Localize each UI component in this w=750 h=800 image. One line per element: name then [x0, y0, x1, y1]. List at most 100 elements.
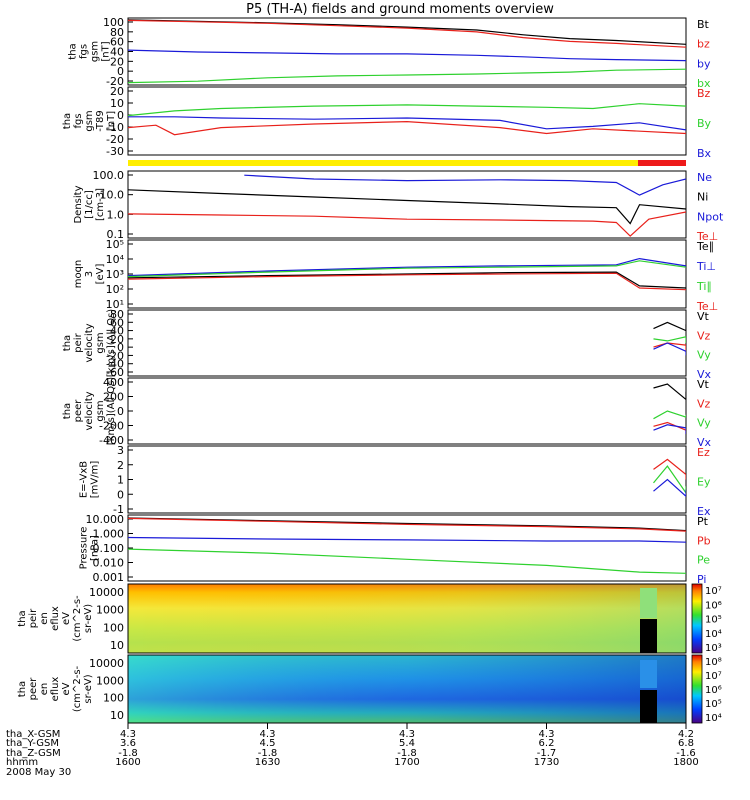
fgs_mag-ytick-label: 0	[117, 65, 124, 78]
fgs_mag-ytick-label: 80	[110, 26, 124, 39]
x-axis-value: 4.3	[120, 729, 136, 740]
fgs_gse-legend-1: By	[697, 117, 712, 130]
peir_velocity-ytick-label: -40	[106, 358, 124, 371]
peir_velocity-ylabel: thapeirvelocitygsm[km/s](All Qs)	[62, 309, 117, 377]
pressure-ytick-label: 0.100	[93, 542, 125, 555]
fgs_mag-ytick-label: 20	[110, 55, 124, 68]
efield-ytick-label: 2	[117, 459, 124, 472]
fgs_gse-ytick-label: 0	[117, 109, 124, 122]
peir_velocity-series-1	[653, 342, 686, 352]
fgs_mag-series-1	[128, 19, 686, 48]
peer_spec-colorbar-label: 10⁵	[705, 699, 722, 710]
pressure-ytick-label: 0.010	[93, 557, 125, 570]
panel-efield: 3 2 10 -1 E=-VxB[mV/m] Ez Ey Ex	[79, 444, 711, 518]
x-axis-value: 4.5	[260, 738, 276, 749]
x-axis-value: 4.2	[678, 729, 694, 740]
fgs_mag-legend-0: Bt	[697, 18, 710, 31]
peer_velocity-legend-2: Vy	[697, 417, 711, 430]
temperature-series-2	[128, 260, 686, 278]
density-series-1	[128, 189, 686, 225]
peir-spectrogram-frame	[127, 583, 687, 654]
fgs_mag-ytick-label: 40	[110, 46, 124, 59]
peir_spec-colorbar-label: 10⁴	[705, 629, 722, 640]
peer_spec-ylabel: thapeerenefluxeV(cm^2-s-sr-eV)	[17, 665, 94, 712]
density-series-0	[244, 174, 686, 196]
fgs_mag-ytick-label: 100	[103, 16, 124, 29]
fgs_gse-series-2	[128, 116, 686, 131]
efield-series-1	[653, 465, 686, 494]
x-axis-row-label: 2008 May 30	[6, 767, 71, 778]
peer_velocity-ytick-label: 400	[103, 376, 124, 389]
peer-data-gap	[640, 690, 657, 723]
temperature-ytick-label: 10⁴	[106, 253, 125, 266]
panel-peir-spectrogram: 10000 1000 100 10 thapeirenefluxeV(cm^2-s-sr…	[17, 583, 722, 654]
x-axis-value: 6.8	[678, 738, 694, 749]
x-axis-value: 1700	[394, 757, 419, 768]
peer_velocity-ytick-label: -200	[99, 420, 124, 433]
density-ylabel: Density[1/cc][cm-3]	[73, 185, 106, 223]
peir_velocity-series-0	[653, 321, 686, 332]
efield-ytick-label: 1	[117, 474, 124, 487]
peir_velocity-legend-1: Vz	[697, 329, 711, 342]
fgs_gse-ytick-label: 20	[110, 85, 124, 98]
peer_spec-ytick-label: 1000	[96, 674, 124, 687]
temperature-ylabel: moqn3[eV]	[73, 260, 106, 289]
peir_spec-ytick-label: 10	[110, 639, 124, 652]
temperature-series-3	[128, 272, 686, 291]
peir_velocity-ytick-label: -20	[106, 349, 124, 362]
x-axis-row-label: hhmm	[6, 757, 38, 768]
peer_spec-ytick-label: 10000	[89, 657, 124, 670]
efield-legend-1: Ey	[697, 476, 711, 489]
x-axis-value: 1730	[534, 757, 559, 768]
x-axis-value: 1800	[673, 757, 698, 768]
peir-colorbar	[691, 583, 703, 654]
x-axis-value: -1.7	[537, 748, 557, 759]
peer-burst-column	[640, 660, 657, 688]
x-axis-value: 1630	[255, 757, 280, 768]
pressure-series-2	[128, 548, 686, 574]
peir_velocity-legend-0: Vt	[697, 310, 710, 323]
temperature-ytick-label: 10²	[106, 283, 124, 296]
fgs_mag-ytick-label: -20	[106, 75, 124, 88]
peer_spec-colorbar-label: 10⁷	[705, 671, 722, 682]
peir_spec-colorbar-label: 10⁷	[705, 586, 722, 597]
peer_velocity-ytick-label: -400	[99, 434, 124, 447]
temperature-series-1	[128, 257, 686, 277]
peir_spec-ylabel: thapeirenefluxeV(cm^2-s-sr-eV)	[17, 595, 94, 642]
x-axis-row-label: tha_X-GSM	[6, 729, 60, 740]
fgs_gse-ylabel: thafgsgsm-T89[nT]	[62, 110, 117, 132]
peer_spec-colorbar-label: 10⁴	[705, 713, 722, 724]
density-legend-2: Npot	[697, 210, 724, 223]
density-ytick-label: 100.0	[93, 169, 125, 182]
fgs_gse-ytick-label: -20	[106, 133, 124, 146]
fgs_mag-ytick-label: 60	[110, 36, 124, 49]
temperature-legend-2: Ti∥	[696, 280, 712, 293]
peir-spectrogram-shade	[128, 584, 686, 653]
peer-colorbar	[691, 654, 703, 724]
x-axis-value: 5.4	[399, 738, 415, 749]
density-ytick-label: 1.0	[107, 208, 125, 221]
density-legend-0: Ne	[697, 171, 712, 184]
fgs_gse-ytick-label: 10	[110, 97, 124, 110]
peer_velocity-legend-1: Vz	[697, 397, 711, 410]
peir_spec-colorbar-label: 10⁵	[705, 615, 722, 626]
pressure-ytick-label: 10.000	[86, 513, 125, 526]
peir_velocity-ytick-label: 40	[110, 325, 124, 338]
density-ytick-label: 10.0	[100, 189, 125, 202]
peer_velocity-frame	[127, 377, 687, 445]
figure-title: P5 (TH-A) fields and ground moments over…	[246, 2, 554, 17]
x-axis-value: 4.3	[399, 729, 415, 740]
mode-bar-slow	[128, 160, 638, 166]
x-axis-value: 4.3	[539, 729, 555, 740]
peer_spec-ytick-label: 100	[103, 692, 124, 705]
fgs_mag-series-0	[128, 19, 686, 45]
efield-ytick-label: 0	[117, 488, 124, 501]
fgs_gse-legend-0: Bz	[697, 87, 711, 100]
peir_spec-colorbar-label: 10³	[705, 643, 722, 654]
